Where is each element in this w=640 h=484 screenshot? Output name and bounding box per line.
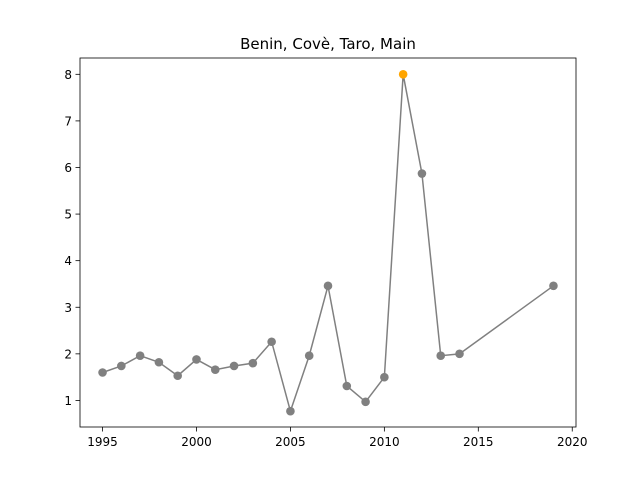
data-point [173, 371, 182, 381]
series-line [102, 74, 554, 414]
data-point [304, 351, 314, 361]
data-point [342, 381, 352, 391]
highlighted-point [398, 70, 408, 79]
x-tick-label: 2000 [181, 435, 212, 449]
data-point [192, 355, 201, 364]
data-point [436, 351, 446, 361]
data-point [417, 169, 427, 178]
data-point [267, 337, 276, 347]
x-tick-label: 2010 [369, 435, 400, 449]
data-point [455, 349, 464, 359]
data-point [210, 365, 220, 374]
y-tick-label: 5 [64, 208, 72, 222]
x-tick-label: 1995 [87, 435, 118, 449]
y-tick-label: 2 [64, 347, 72, 361]
data-point [323, 281, 333, 291]
data-point [286, 406, 295, 416]
plot-frame [79, 57, 577, 428]
y-tick-label: 3 [64, 301, 72, 315]
axes: 1995 2000 2005 2010 2015 2020 1 2 3 4 5 6 7 8 [64, 57, 588, 449]
x-tick-label: 2015 [463, 435, 494, 449]
data-point [549, 281, 558, 291]
x-tick-label: 2005 [275, 435, 306, 449]
data-point [98, 368, 107, 377]
plot-area [98, 70, 558, 416]
chart-title: Benin, Covè, Taro, Main [240, 35, 416, 53]
data-point [117, 361, 126, 371]
data-point [154, 357, 164, 367]
y-tick-label: 4 [64, 254, 72, 268]
x-tick-label: 2020 [557, 435, 588, 449]
data-point [380, 372, 389, 382]
y-tick-label: 7 [64, 114, 72, 128]
data-point [361, 397, 370, 407]
data-point [229, 361, 239, 371]
y-tick-label: 1 [64, 394, 72, 408]
data-point [248, 358, 258, 368]
y-tick-label: 8 [64, 68, 72, 82]
data-point [135, 351, 145, 361]
y-tick-label: 6 [64, 161, 72, 175]
